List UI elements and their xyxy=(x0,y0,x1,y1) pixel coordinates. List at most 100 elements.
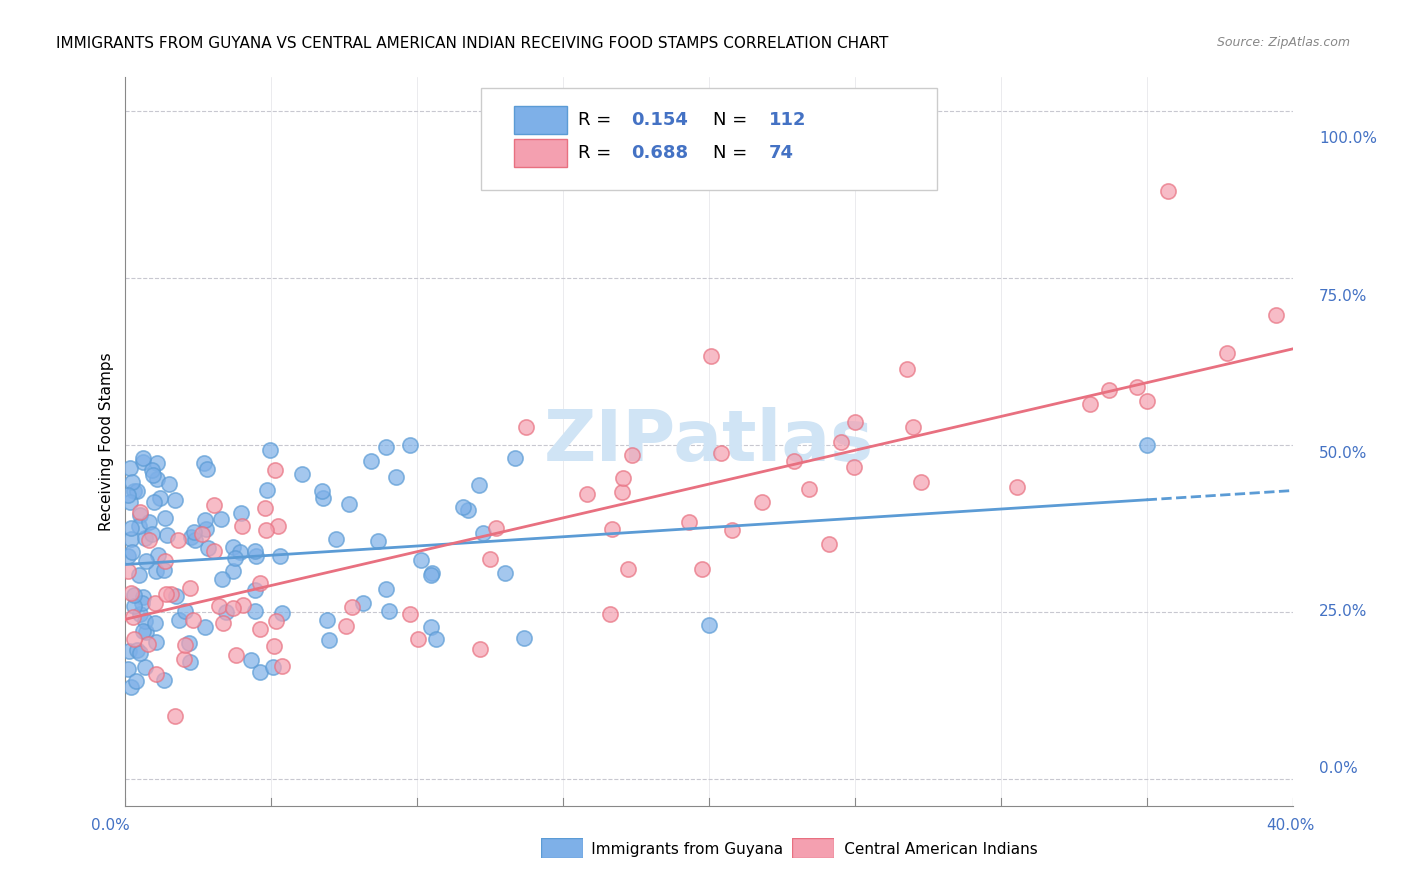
Point xyxy=(311,491,333,505)
Point xyxy=(617,562,640,576)
Point xyxy=(129,607,152,621)
Point xyxy=(269,549,291,563)
Point xyxy=(249,665,271,679)
Point xyxy=(270,606,292,620)
Point xyxy=(378,604,401,618)
Point xyxy=(155,587,177,601)
Point xyxy=(157,477,180,491)
Point xyxy=(202,544,225,558)
Point xyxy=(910,475,932,489)
Point xyxy=(420,566,443,581)
Point xyxy=(132,591,155,605)
Point xyxy=(245,549,267,564)
Point xyxy=(599,607,621,622)
Point xyxy=(121,545,143,559)
Point xyxy=(194,620,217,634)
Point xyxy=(398,438,420,452)
Point xyxy=(399,607,422,621)
Point xyxy=(470,642,492,657)
Point xyxy=(1078,397,1101,411)
Text: Source: ZipAtlas.com: Source: ZipAtlas.com xyxy=(1216,36,1350,49)
Text: Immigrants from Guyana: Immigrants from Guyana xyxy=(562,842,783,856)
Point xyxy=(267,518,290,533)
Point xyxy=(620,449,643,463)
Point xyxy=(153,554,176,568)
Point xyxy=(225,648,247,662)
FancyBboxPatch shape xyxy=(515,139,567,167)
Point xyxy=(211,615,233,630)
Point xyxy=(118,494,141,508)
Point xyxy=(117,549,139,563)
Point xyxy=(575,487,598,501)
Point xyxy=(901,420,924,434)
Point xyxy=(194,513,217,527)
Text: N =: N = xyxy=(713,145,752,162)
Text: 74: 74 xyxy=(769,145,793,162)
Point xyxy=(163,708,186,723)
Point xyxy=(1125,379,1147,393)
Text: 0.0%: 0.0% xyxy=(1319,761,1358,776)
Point xyxy=(134,660,156,674)
Point xyxy=(239,653,262,667)
Point xyxy=(179,582,201,596)
Point xyxy=(478,552,501,566)
Point xyxy=(229,545,252,559)
Point xyxy=(352,596,374,610)
Point xyxy=(494,566,516,580)
Point xyxy=(153,673,176,687)
Point xyxy=(127,642,149,657)
Point xyxy=(374,440,396,454)
Point xyxy=(167,533,190,547)
Point xyxy=(146,548,169,562)
Text: 0.688: 0.688 xyxy=(631,145,688,162)
Point xyxy=(1264,308,1286,322)
Point xyxy=(197,541,219,555)
Point xyxy=(485,521,508,535)
Point xyxy=(143,494,166,508)
Point xyxy=(183,533,205,548)
Point xyxy=(122,588,145,602)
Point xyxy=(125,674,148,689)
Point xyxy=(468,477,491,491)
Point xyxy=(243,604,266,618)
Point xyxy=(117,644,139,658)
Point xyxy=(129,646,152,660)
Point xyxy=(138,533,160,547)
Point xyxy=(118,460,141,475)
Point xyxy=(215,605,238,619)
Point xyxy=(249,576,271,591)
Point xyxy=(122,632,145,647)
Point xyxy=(183,525,205,540)
Point xyxy=(799,483,821,497)
Point xyxy=(117,564,139,578)
Point xyxy=(697,617,720,632)
Point xyxy=(224,550,246,565)
Point xyxy=(120,586,142,600)
Point xyxy=(124,483,146,498)
Point xyxy=(179,655,201,669)
Point xyxy=(270,659,292,673)
Point xyxy=(612,485,634,500)
Y-axis label: Receiving Food Stamps: Receiving Food Stamps xyxy=(100,352,114,531)
Point xyxy=(263,639,285,653)
Point xyxy=(720,523,742,537)
Point xyxy=(515,420,537,434)
Point xyxy=(409,553,432,567)
Text: 112: 112 xyxy=(769,111,806,128)
Point xyxy=(194,522,217,536)
Point xyxy=(1136,438,1159,452)
Point xyxy=(180,530,202,544)
Point xyxy=(253,501,276,516)
Point xyxy=(222,601,245,615)
Point xyxy=(143,615,166,630)
Point xyxy=(290,467,312,482)
Point xyxy=(117,488,139,502)
Point xyxy=(457,503,479,517)
Point xyxy=(145,635,167,649)
Point xyxy=(129,506,152,520)
Point xyxy=(254,523,277,537)
Point xyxy=(896,362,918,376)
Point xyxy=(374,582,396,596)
Point xyxy=(160,587,183,601)
Point xyxy=(138,515,160,529)
